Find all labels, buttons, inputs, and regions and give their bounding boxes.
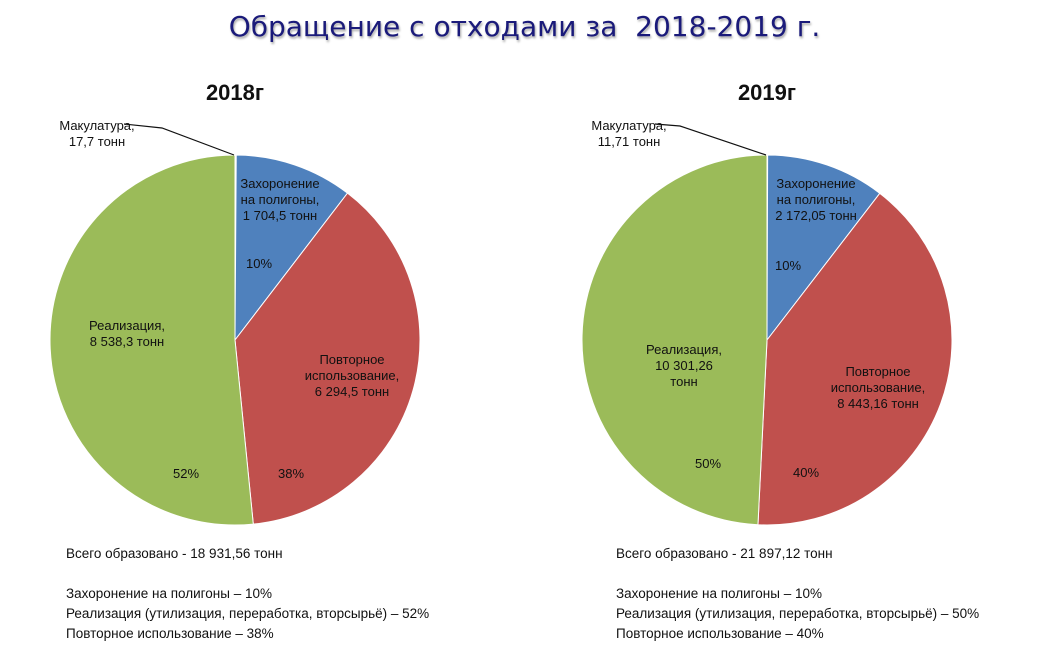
slice-label: Макулатура, 11,71 тонн (591, 118, 666, 149)
leader-line (654, 123, 767, 156)
slice-label: Повторное использование, 6 294,5 тонн (305, 352, 399, 399)
summary-line: Захоронение на полигоны – 10% (616, 586, 822, 601)
page-title: Обращение с отходами за 2018-2019 г. (228, 10, 821, 43)
slice-label: Захоронение на полигоны, 2 172,05 тонн (775, 176, 857, 223)
slice-percent-label: 10% (775, 258, 801, 273)
slice-label: Захоронение на полигоны, 1 704,5 тонн (240, 176, 319, 223)
chart-title: 2018г (206, 80, 264, 105)
leader-line (123, 123, 235, 156)
summary-2018: Всего образовано - 18 931,56 тонн Захоро… (66, 544, 429, 644)
pie-slice-повторное-использование (757, 192, 953, 526)
slice-label: Повторное использование, 8 443,16 тонн (831, 364, 925, 411)
slice-percent-label: 50% (695, 456, 721, 471)
slice-percent-label: 10% (246, 256, 272, 271)
chart-title: 2019г (738, 80, 796, 105)
slice-label: Реализация, 8 538,3 тонн (89, 318, 165, 349)
summary-line: Захоронение на полигоны – 10% (66, 586, 272, 601)
summary-line: Реализация (утилизация, переработка, вто… (66, 606, 430, 621)
summary-total: Всего образовано - 18 931,56 тонн (66, 546, 283, 561)
summary-2019: Всего образовано - 21 897,12 тонн Захоро… (616, 544, 979, 644)
slice-label: Реализация, 10 301,26 тонн (646, 342, 722, 389)
summary-line: Реализация (утилизация, переработка, вто… (616, 606, 980, 621)
summary-total: Всего образовано - 21 897,12 тонн (616, 546, 833, 561)
summary-line: Повторное использование – 38% (66, 626, 274, 641)
pie-slice-реализация (581, 154, 768, 526)
slice-label: Макулатура, 17,7 тонн (59, 118, 134, 149)
slice-percent-label: 38% (278, 466, 304, 481)
pie-slice-захоронение-на-полигоны (234, 154, 349, 342)
pie-chart-1: 2019г Макулатура, 11,71 тонн Захоронение на … (581, 80, 953, 526)
pie-slice-захоронение-на-полигоны (766, 154, 881, 342)
summary-line: Повторное использование – 40% (616, 626, 824, 641)
slice-percent-label: 52% (173, 466, 199, 481)
pie-slice-повторное-использование (234, 192, 421, 525)
pie-chart-0: 2018г Макулатура, 17,7 тонн Захоронение на п… (49, 80, 421, 526)
pie-slice-реализация (49, 154, 254, 526)
slice-percent-label: 40% (793, 465, 819, 480)
